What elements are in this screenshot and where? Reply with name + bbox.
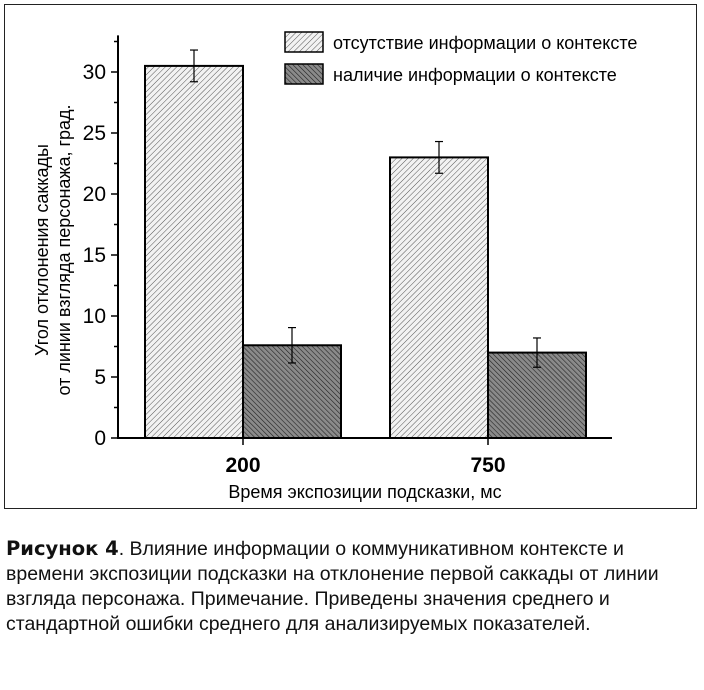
- y-tick-label: 25: [83, 122, 106, 145]
- figure-caption: Рисунок 4. Влияние информации о коммуник…: [6, 536, 696, 637]
- caption-text: . Влияние информации о коммуникативном к…: [6, 538, 659, 635]
- y-axis-label-line: от линии взгляда персонажа, град.: [54, 104, 74, 395]
- y-tick-label: 30: [83, 61, 106, 84]
- bar-200-series-1: [144, 64, 244, 440]
- bar-chart: 0 5 10 15 20 25 30 200 750 Время экспозиции подск…: [32, 31, 637, 502]
- y-tick-label: 5: [94, 366, 106, 389]
- legend-label-1: отсутствие информации о контексте: [333, 33, 637, 53]
- y-axis-label-line: Угол отклонения саккады: [32, 144, 52, 356]
- legend-label-2: наличие информации о контексте: [333, 65, 617, 85]
- bar-200-series-2: [242, 344, 342, 439]
- chart-frame: [4, 4, 697, 509]
- legend-swatch-2: [284, 63, 324, 85]
- y-tick-label: 20: [83, 183, 106, 206]
- y-tick-label: 0: [94, 427, 106, 450]
- x-tick-label: 750: [470, 454, 505, 477]
- legend-swatch-1: [284, 31, 324, 53]
- y-tick-label: 10: [83, 305, 106, 328]
- x-axis-label: Время экспозиции подсказки, мс: [228, 482, 501, 502]
- y-tick-label: 15: [83, 244, 106, 267]
- caption-label: Рисунок 4: [6, 537, 119, 560]
- x-tick-label: 200: [225, 454, 260, 477]
- bar-750-series-1: [389, 156, 489, 439]
